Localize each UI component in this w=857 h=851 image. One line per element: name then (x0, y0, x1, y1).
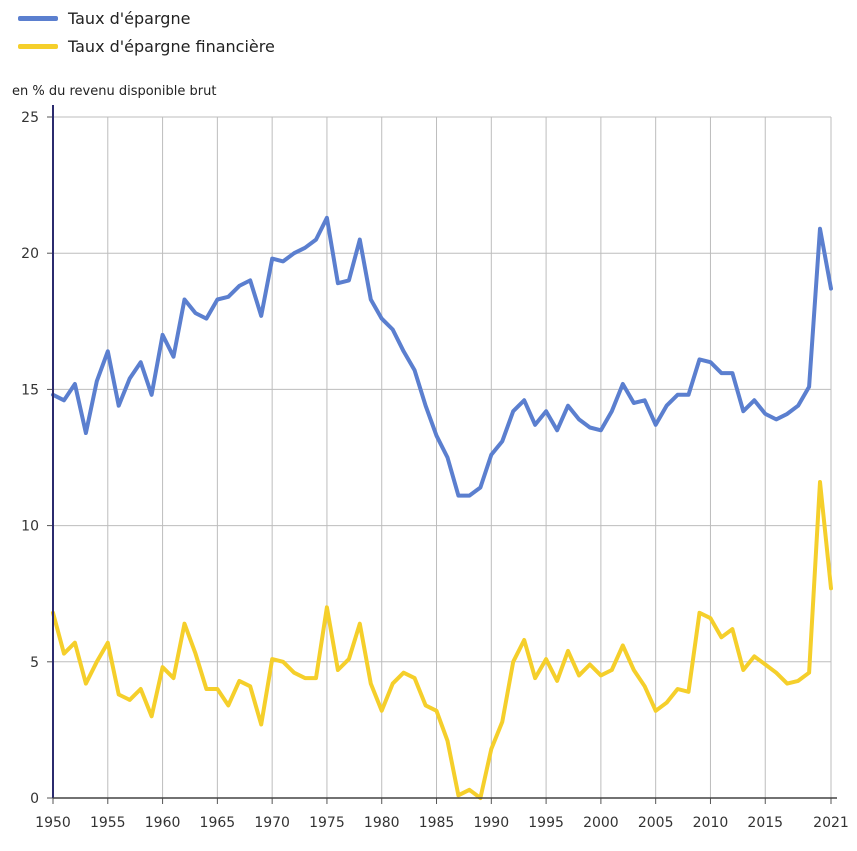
x-tick-label: 1970 (254, 815, 290, 831)
legend-label-epargne: Taux d'épargne (68, 8, 191, 28)
x-tick-label: 1990 (473, 815, 509, 831)
y-tick-label: 10 (21, 519, 39, 535)
x-tick-label: 2021 (813, 815, 849, 831)
legend-label-epargne-financiere: Taux d'épargne financière (68, 36, 275, 56)
x-tick-label: 1950 (35, 815, 71, 831)
x-tick-labels: 1950 1955 1960 1965 1970 1975 1980 1985 1990 1995… (35, 815, 849, 831)
legend: Taux d'épargne Taux d'épargne financière (18, 4, 275, 60)
x-tick-label: 1960 (145, 815, 181, 831)
series-line-taux-epargne-financiere (51, 480, 833, 800)
x-tick-label: 1975 (309, 815, 345, 831)
x-tick-label: 2015 (747, 815, 783, 831)
y-tick-label: 25 (21, 110, 39, 126)
axes (47, 105, 837, 804)
x-tick-label: 2000 (583, 815, 619, 831)
y-tick-label: 5 (30, 655, 39, 671)
y-tick-label: 15 (21, 382, 39, 398)
y-tick-labels: 0 5 10 15 20 25 (21, 110, 39, 807)
x-tick-label: 2005 (638, 815, 674, 831)
y-tick-label: 20 (21, 246, 39, 262)
x-tick-label: 1980 (364, 815, 400, 831)
x-tick-label: 2010 (693, 815, 729, 831)
legend-swatch-epargne-financiere (18, 43, 58, 49)
series-line-taux-epargne (51, 215, 833, 498)
x-tick-label: 1995 (528, 815, 564, 831)
series-lines (51, 215, 833, 800)
y-axis-label: en % du revenu disponible brut (12, 84, 217, 99)
legend-item-epargne-financiere: Taux d'épargne financière (18, 32, 275, 60)
legend-swatch-epargne (18, 15, 58, 21)
y-tick-label: 0 (30, 791, 39, 807)
x-tick-label: 1955 (90, 815, 126, 831)
x-tick-label: 1985 (419, 815, 455, 831)
legend-item-epargne: Taux d'épargne (18, 4, 275, 32)
x-tick-label: 1965 (200, 815, 236, 831)
grid (53, 116, 832, 798)
